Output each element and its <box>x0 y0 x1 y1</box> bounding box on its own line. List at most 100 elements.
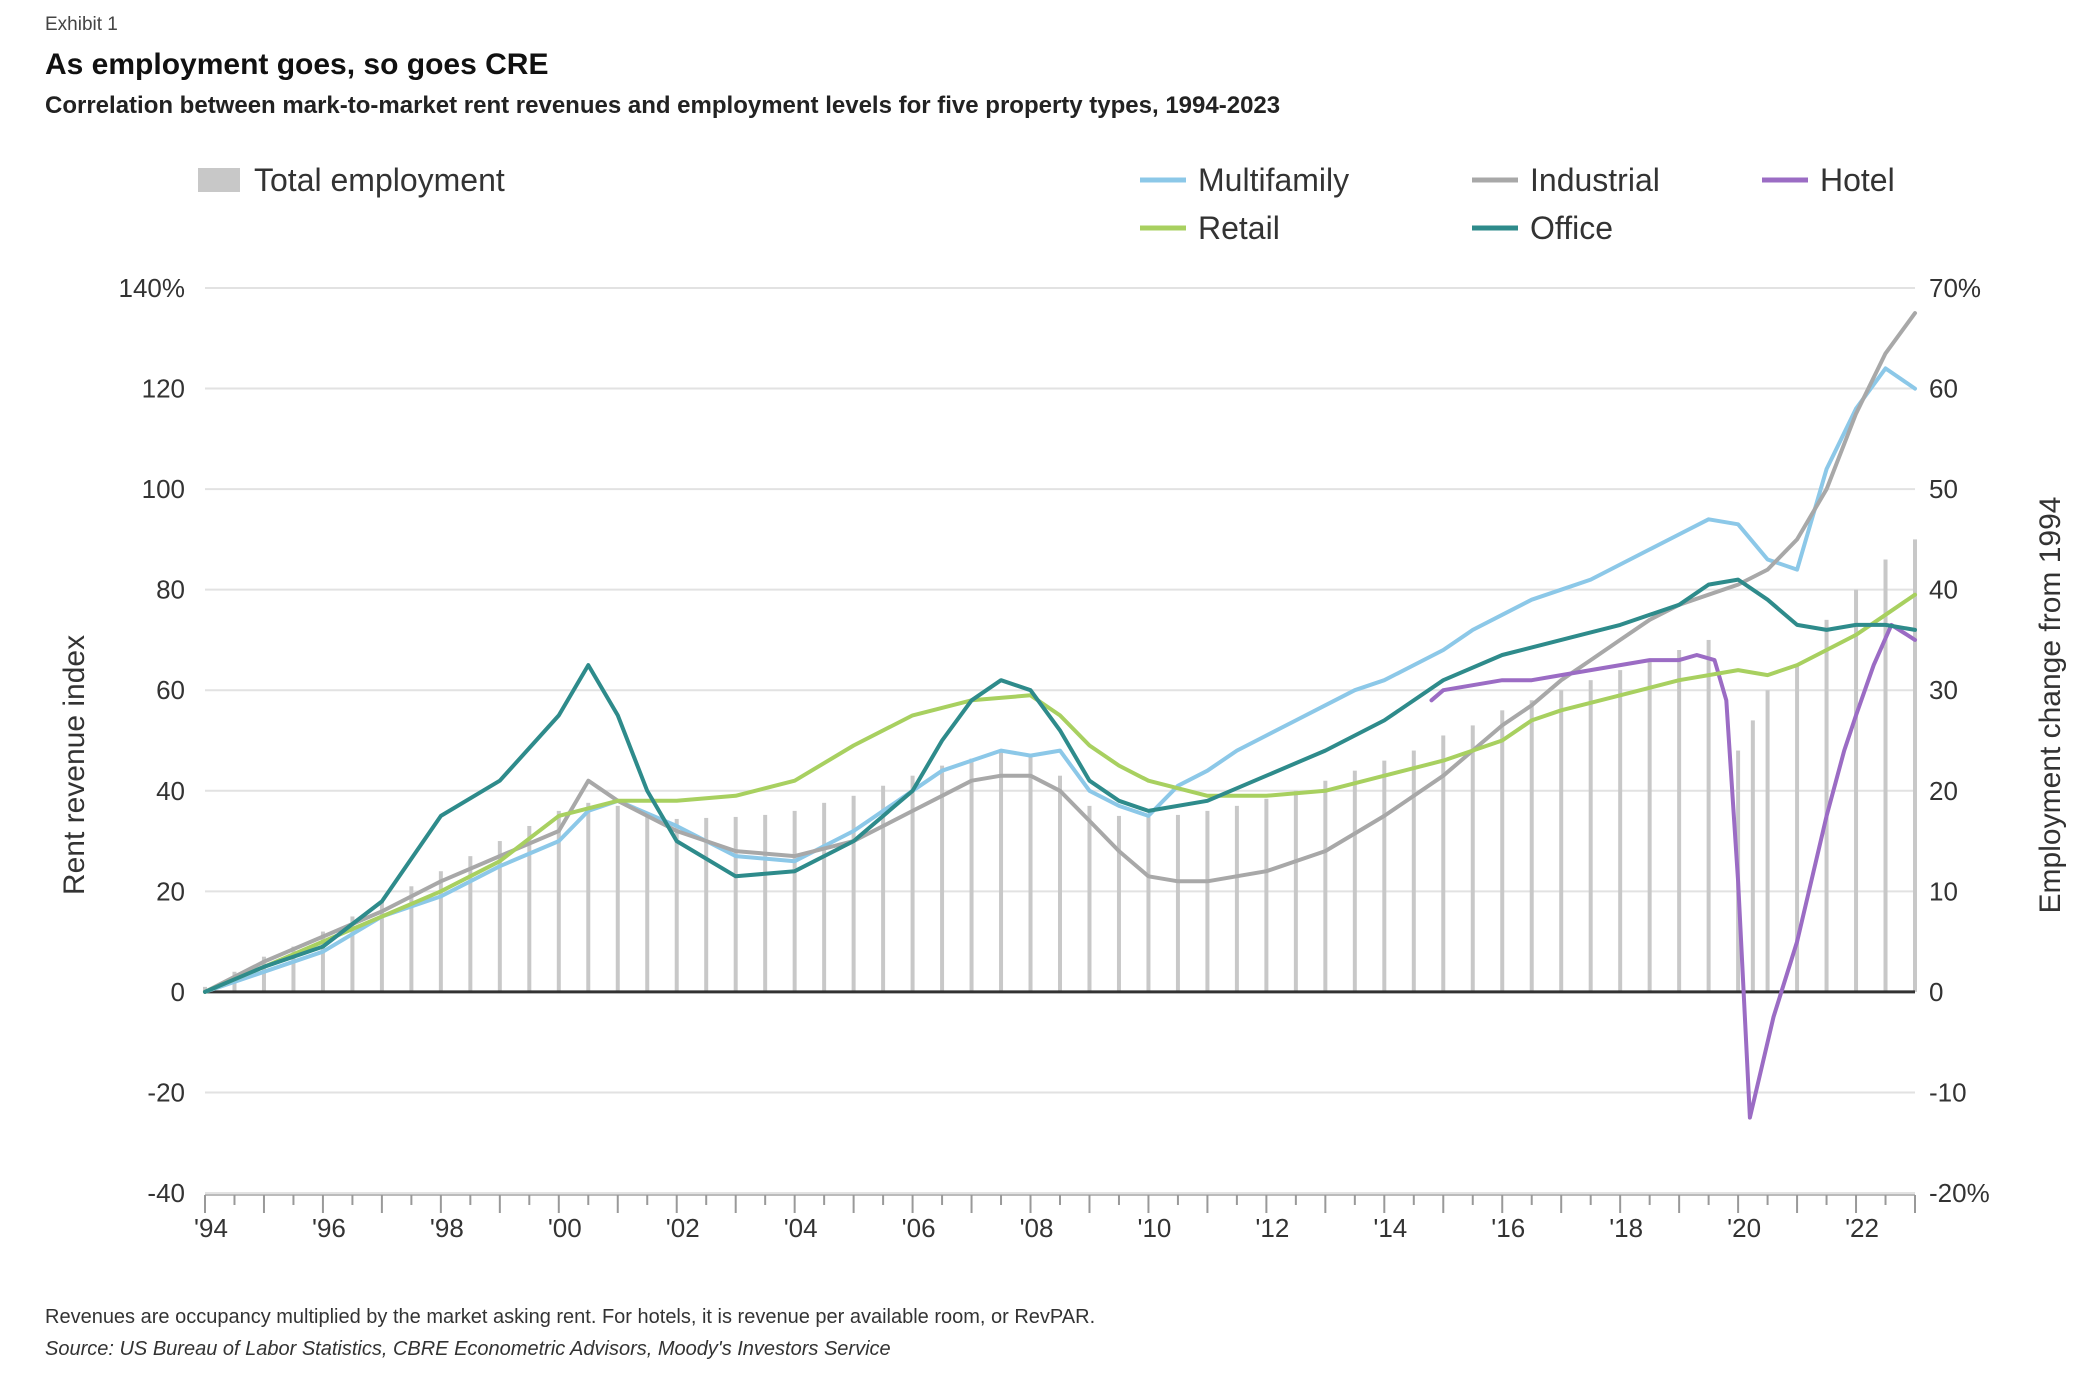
employment-bar <box>792 810 797 992</box>
employment-bar <box>851 795 856 992</box>
legend-item-multifamily: Multifamily <box>1140 162 1349 198</box>
employment-bar <box>1706 639 1711 992</box>
y-tick-label: 40 <box>156 776 185 806</box>
employment-bar <box>1028 755 1033 992</box>
series-lines <box>203 311 1917 1120</box>
y-tick-label: 140% <box>119 273 186 303</box>
y-tick-label: -20 <box>147 1077 185 1107</box>
x-tick-label: '14 <box>1373 1213 1407 1243</box>
legend-item-hotel: Hotel <box>1762 162 1895 198</box>
employment-bar <box>203 986 207 992</box>
legend-item-total-employment: Total employment <box>198 162 505 198</box>
employment-bar <box>969 758 974 992</box>
employment-bar <box>1529 700 1534 992</box>
chart: 140% 120 100 80 60 40 20 0 -20 -40 70% 60 50 40 30 20 1… <box>58 162 2067 1243</box>
employment-bar <box>1913 539 1917 992</box>
y2-axis-label: Employment change from 1994 <box>2034 497 2067 914</box>
employment-bar <box>261 956 266 992</box>
employment-bar <box>527 825 532 992</box>
x-tick-label: '16 <box>1491 1213 1525 1243</box>
legend: Total employment Multifamily Industrial Hot… <box>198 162 1895 246</box>
employment-bar <box>1677 650 1682 992</box>
employment-bar <box>999 750 1004 992</box>
x-tick-label: '04 <box>784 1213 818 1243</box>
x-tick-label: '20 <box>1727 1213 1761 1243</box>
employment-bar <box>704 817 709 992</box>
employment-bar <box>1500 710 1505 992</box>
employment-bar <box>1175 814 1180 992</box>
y2-tick-label: 50 <box>1929 474 1958 504</box>
y2-tick-label: -10 <box>1929 1077 1967 1107</box>
employment-bar <box>1559 690 1564 992</box>
footnote: Revenues are occupancy multiplied by the… <box>45 1306 1096 1328</box>
y2-tick-label: 20 <box>1929 776 1958 806</box>
y2-tick-label: 70% <box>1929 273 1981 303</box>
x-tick-label: '18 <box>1609 1213 1643 1243</box>
employment-bar <box>1058 775 1062 992</box>
y-tick-label: 120 <box>142 374 185 404</box>
series-line-retail <box>203 592 1917 994</box>
gridlines <box>205 287 1915 1194</box>
y2-tick-label: 30 <box>1929 675 1958 705</box>
employment-bar <box>468 856 473 992</box>
employment-bar <box>674 818 679 992</box>
x-axis-ticks: '94 '96 '98 '00 '02 '04 '06 '08 '10 '12 '14 '16 '18 '… <box>194 1194 1916 1243</box>
employment-bar <box>1234 805 1239 992</box>
employment-bar <box>1750 720 1755 992</box>
series-line-industrial <box>203 311 1917 994</box>
x-tick-label: '12 <box>1255 1213 1289 1243</box>
employment-bar <box>291 946 296 992</box>
employment-bar <box>409 886 414 992</box>
y-axis-ticks: 140% 120 100 80 60 40 20 0 -20 -40 <box>119 273 186 1208</box>
employment-bar <box>1205 810 1210 992</box>
x-tick-label: '10 <box>1138 1213 1172 1243</box>
employment-bar <box>586 802 591 992</box>
x-tick-label: '08 <box>1020 1213 1054 1243</box>
x-tick-label: '98 <box>430 1213 464 1243</box>
employment-bar <box>1618 670 1623 992</box>
y-tick-label: 20 <box>156 876 185 906</box>
chart-subtitle: Correlation between mark-to-market rent … <box>45 92 1281 119</box>
employment-bar <box>763 814 768 992</box>
y-tick-label: 60 <box>156 675 185 705</box>
employment-bar <box>1588 680 1593 992</box>
exhibit-label: Exhibit 1 <box>45 14 118 35</box>
y-tick-label: -40 <box>147 1178 185 1208</box>
employment-bar <box>645 815 650 992</box>
employment-bar <box>1470 725 1475 992</box>
employment-bar <box>1323 780 1328 992</box>
x-tick-label: '06 <box>902 1213 936 1243</box>
legend-label: Retail <box>1198 210 1280 246</box>
employment-bar <box>1765 690 1770 992</box>
x-tick-label: '96 <box>312 1213 346 1243</box>
employment-bar <box>379 901 384 992</box>
y-tick-label: 100 <box>142 474 185 504</box>
employment-bar <box>1352 770 1357 992</box>
chart-title: As employment goes, so goes CRE <box>45 48 549 81</box>
x-tick-label: '22 <box>1845 1213 1879 1243</box>
employment-bar <box>497 841 502 992</box>
legend-swatch <box>198 168 240 192</box>
y2-tick-label: 0 <box>1929 977 1943 1007</box>
employment-bar <box>1087 805 1092 992</box>
employment-bar <box>320 931 325 992</box>
y-tick-label: 0 <box>171 977 185 1007</box>
series-line-hotel <box>1429 622 1917 1120</box>
legend-label: Hotel <box>1820 162 1895 198</box>
x-tick-label: '00 <box>548 1213 582 1243</box>
y2-tick-label: 10 <box>1929 876 1958 906</box>
employment-bar <box>1795 665 1800 992</box>
legend-label: Industrial <box>1530 162 1660 198</box>
employment-bar <box>1382 760 1387 992</box>
employment-bar <box>1854 589 1859 992</box>
y-tick-label: 80 <box>156 575 185 605</box>
employment-bar <box>350 916 355 992</box>
employment-bar <box>1146 816 1151 992</box>
employment-bar <box>1293 790 1298 992</box>
employment-bar <box>556 810 561 992</box>
legend-label: Office <box>1530 210 1613 246</box>
legend-label: Total employment <box>254 162 505 198</box>
legend-item-office: Office <box>1472 210 1613 246</box>
employment-bar <box>1411 750 1416 992</box>
legend-label: Multifamily <box>1198 162 1349 198</box>
